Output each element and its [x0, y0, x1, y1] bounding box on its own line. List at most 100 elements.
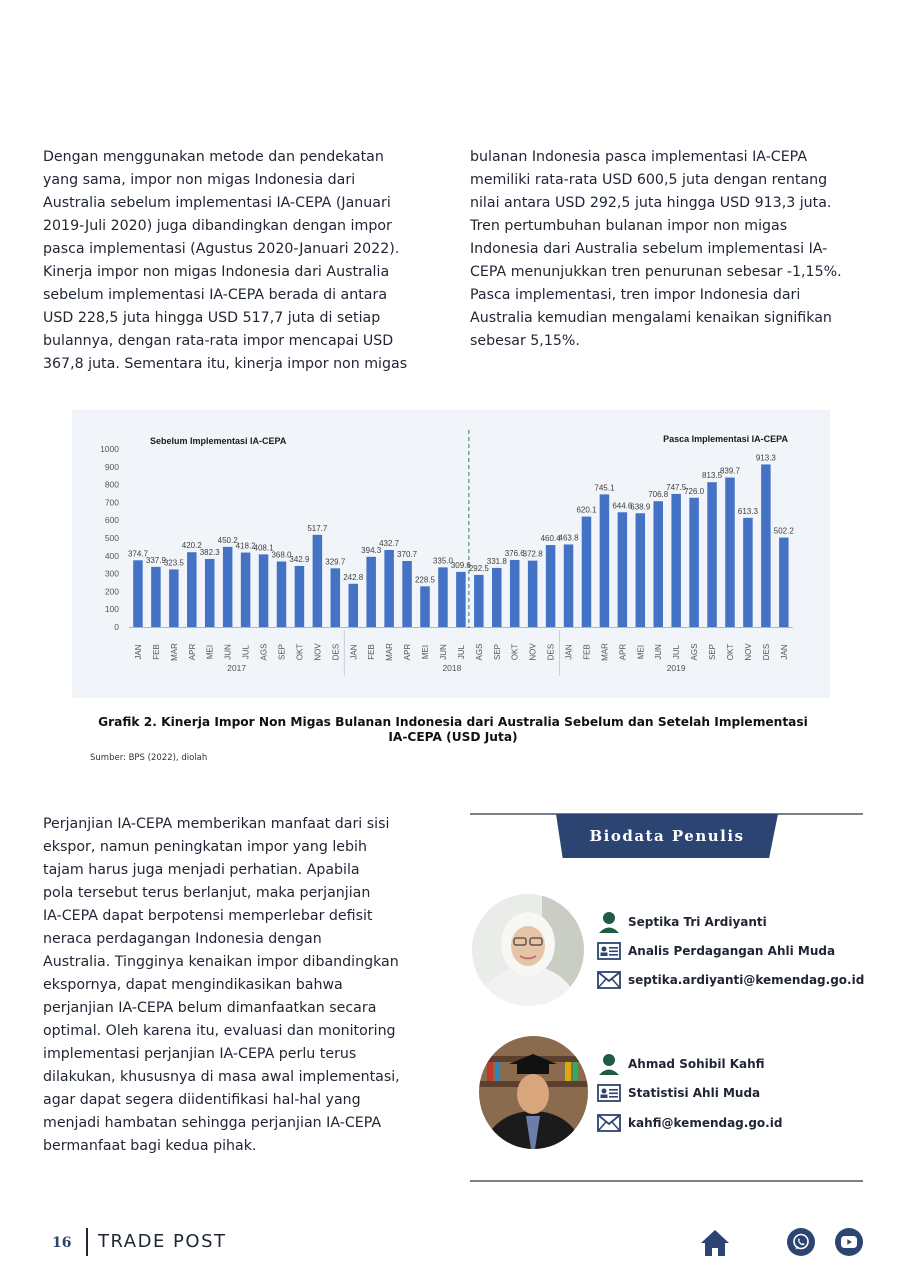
whatsapp-button[interactable]: [787, 1228, 815, 1256]
x-tick-label: MAR: [170, 643, 179, 661]
x-tick-label: AGS: [690, 644, 699, 661]
bar: [294, 565, 305, 627]
bar: [725, 477, 735, 627]
bar: [420, 586, 430, 627]
bar: [133, 560, 143, 627]
bar: [707, 482, 717, 627]
bar: [474, 574, 484, 627]
text-line: nilai antara USD 292,5 juta hingga USD 9…: [470, 195, 832, 211]
author-email[interactable]: kahfi@kemendag.go.id: [628, 1116, 783, 1130]
author-email[interactable]: septika.ardiyanti@kemendag.go.id: [628, 973, 865, 987]
author-name: Ahmad Sohibil Kahfi: [628, 1057, 765, 1071]
id-card-icon: [596, 1082, 622, 1104]
bar: [456, 571, 466, 627]
x-tick-label: MAR: [600, 643, 609, 661]
person-icon: [596, 1053, 622, 1075]
text-line: USD 228,5 juta hingga USD 517,7 juta di …: [43, 310, 381, 326]
x-tick-label: JUN: [439, 644, 448, 660]
y-tick-label: 400: [105, 551, 119, 561]
mail-icon: [596, 1112, 622, 1134]
data-label: 450.2: [218, 536, 239, 545]
bar: [581, 516, 592, 627]
page-number: 16: [52, 1235, 72, 1251]
text-line: 367,8 juta. Sementara itu, kinerja impor…: [43, 356, 408, 372]
x-tick-label: NOV: [313, 643, 322, 661]
home-icon: [701, 1230, 729, 1256]
bar: [509, 559, 520, 627]
x-tick-label: APR: [403, 644, 412, 661]
x-tick-label: DES: [762, 644, 771, 660]
bar: [276, 561, 287, 627]
author-1-role-row: Analis Perdagangan Ahli Muda: [596, 940, 835, 962]
data-label: 368.0: [271, 550, 292, 559]
data-label: 463.8: [559, 533, 580, 542]
bar: [743, 517, 753, 627]
text-line: agar dapat segera diidentifikasi hal-hal…: [43, 1092, 361, 1108]
data-label: 517.7: [307, 524, 328, 533]
text-line: menjadi hambatan sehingga perjanjian IA-…: [43, 1115, 382, 1131]
data-label: 432.7: [379, 539, 400, 548]
text-line: Australia. Tingginya kenaikan impor diba…: [43, 954, 399, 970]
person-icon: [596, 911, 622, 933]
text-line: ekspor, namun peningkatan impor yang leb…: [43, 839, 367, 855]
year-label: 2018: [442, 663, 461, 673]
bar: [312, 534, 323, 627]
bar: [527, 560, 538, 627]
bar: [240, 552, 251, 627]
year-label: 2017: [227, 663, 246, 673]
x-tick-label: AGS: [475, 644, 484, 661]
data-label: 309.6: [451, 561, 472, 570]
bar: [438, 567, 448, 627]
id-card-icon: [596, 940, 622, 962]
data-label: 335.0: [433, 556, 454, 565]
x-tick-label: APR: [618, 644, 627, 661]
author-2-name-row: Ahmad Sohibil Kahfi: [596, 1053, 765, 1075]
y-tick-label: 700: [105, 497, 119, 507]
x-tick-label: DES: [547, 644, 556, 660]
text-line: perjanjian IA-CEPA belum dimanfaatkan se…: [43, 1000, 377, 1016]
y-tick-label: 1000: [100, 444, 119, 454]
home-button[interactable]: [700, 1228, 730, 1258]
x-tick-label: OKT: [511, 644, 520, 661]
youtube-icon: [841, 1236, 857, 1248]
footer-separator: [86, 1228, 88, 1256]
bar: [366, 556, 376, 627]
data-label: 374.7: [128, 549, 149, 558]
bar: [169, 569, 179, 627]
data-label: 747.5: [666, 483, 687, 492]
data-label: 228.5: [415, 575, 436, 584]
x-tick-label: NOV: [529, 643, 538, 661]
text-line: neraca perdagangan Indonesia dengan: [43, 931, 322, 947]
text-line: Dengan menggunakan metode dan pendekatan: [43, 149, 384, 165]
bar: [348, 583, 358, 627]
text-line: Australia kemudian mengalami kenaikan si…: [470, 310, 832, 326]
text-line: dilakukan, khususnya di masa awal implem…: [43, 1069, 400, 1085]
author-1-name-row: Septika Tri Ardiyanti: [596, 911, 767, 933]
data-label: 292.5: [469, 564, 490, 573]
data-label: 638.9: [630, 502, 651, 511]
whatsapp-icon: [793, 1233, 809, 1250]
x-tick-label: AGS: [260, 644, 269, 661]
y-tick-label: 500: [105, 533, 119, 543]
annotation-before: Sebelum Implementasi IA-CEPA: [150, 436, 287, 446]
data-label: 337.9: [146, 556, 167, 565]
bar: [330, 568, 341, 627]
bio-divider-bottom: [470, 1180, 863, 1182]
data-label: 323.5: [164, 558, 185, 567]
bar: [258, 554, 269, 627]
bar: [653, 501, 663, 627]
x-tick-label: NOV: [744, 643, 753, 661]
youtube-button[interactable]: [835, 1228, 863, 1256]
data-label: 706.8: [648, 490, 669, 499]
data-label: 913.3: [756, 453, 777, 462]
x-tick-label: FEB: [152, 644, 161, 660]
x-tick-label: SEP: [493, 644, 502, 660]
text-line: Indonesia dari Australia sebelum impleme…: [470, 241, 828, 257]
bar: [492, 567, 502, 627]
bar: [384, 549, 394, 627]
author-name: Septika Tri Ardiyanti: [628, 915, 767, 929]
x-tick-label: OKT: [726, 644, 735, 661]
bar: [187, 552, 197, 627]
data-label: 242.8: [343, 573, 364, 582]
bar: [617, 512, 628, 627]
